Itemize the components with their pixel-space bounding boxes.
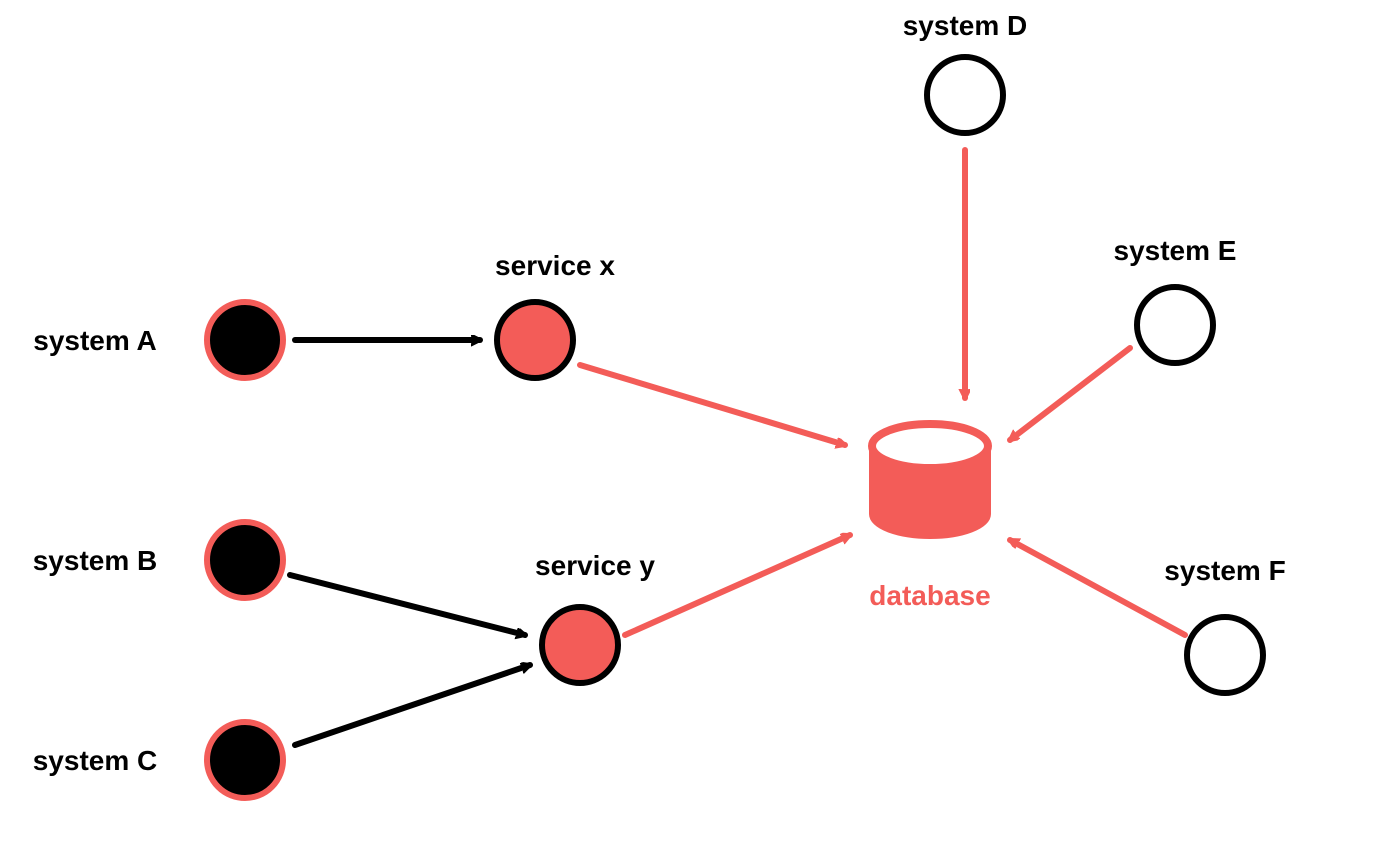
node-systemC-label: system C [33, 745, 158, 776]
node-systemC: system C [33, 722, 283, 798]
edge-systemF-database [1010, 540, 1185, 635]
node-serviceY: service y [535, 550, 655, 683]
node-systemD-circle [927, 57, 1003, 133]
node-systemE: system E [1114, 235, 1237, 363]
node-systemE-label: system E [1114, 235, 1237, 266]
node-systemB-circle [207, 522, 283, 598]
node-systemB-label: system B [33, 545, 158, 576]
node-systemA: system A [33, 302, 283, 378]
node-serviceY-label: service y [535, 550, 655, 581]
node-systemC-circle [207, 722, 283, 798]
node-systemD: system D [903, 10, 1028, 133]
node-serviceY-circle [542, 607, 618, 683]
node-systemA-circle [207, 302, 283, 378]
node-systemF-label: system F [1164, 555, 1285, 586]
edge-serviceX-database [580, 365, 845, 445]
node-systemF: system F [1164, 555, 1285, 693]
node-systemB: system B [33, 522, 283, 598]
node-systemE-circle [1137, 287, 1213, 363]
node-serviceX-circle [497, 302, 573, 378]
node-systemA-label: system A [33, 325, 156, 356]
edge-systemE-database [1010, 348, 1130, 440]
nodes-layer: system A system B system C service x service… [33, 10, 1286, 798]
edge-systemB-serviceY [290, 575, 525, 635]
edges-layer [290, 150, 1185, 745]
edge-serviceY-database [625, 535, 850, 635]
database-node: database [869, 424, 990, 611]
edge-systemC-serviceY [295, 665, 530, 745]
node-serviceX-label: service x [495, 250, 615, 281]
node-serviceX: service x [495, 250, 615, 378]
database-label: database [869, 580, 990, 611]
node-systemF-circle [1187, 617, 1263, 693]
node-systemD-label: system D [903, 10, 1028, 41]
